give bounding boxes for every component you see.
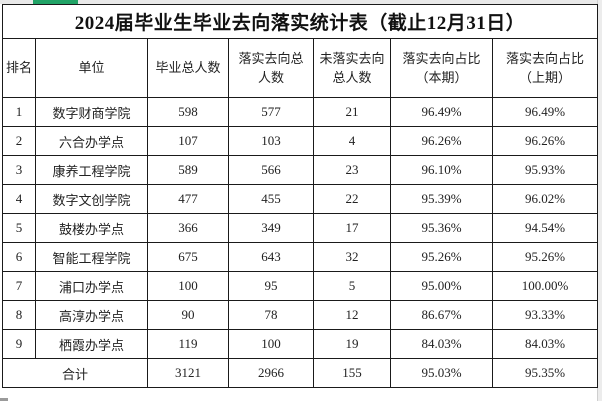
total-graduates-cell: 3121 [147,358,229,388]
placed-total-cell: 78 [228,300,314,330]
column-header-unplaced-total: 未落实去向 总人数 [313,38,391,98]
table-row: 4 数字文创学院 477 455 22 95.39% 96.02% [2,184,599,214]
unplaced-total-cell: 21 [313,97,391,127]
unplaced-total-cell: 17 [313,213,391,243]
placed-ratio-previous-cell: 94.54% [491,213,599,243]
green-accent-bar [33,0,78,4]
bottom-left-mark [0,398,8,401]
unplaced-total-cell: 32 [313,242,391,272]
rank-cell: 1 [2,97,36,127]
table-row: 7 浦口办学点 100 95 5 95.00% 100.00% [2,271,599,301]
placed-total-cell: 566 [228,155,314,185]
total-graduates-cell: 90 [147,300,229,330]
table-header-row: 排名 单位 毕业总人数 落实去向总 人数 未落实去向 总人数 落实去向占比 （本… [2,38,599,98]
total-graduates-cell: 589 [147,155,229,185]
unit-cell: 智能工程学院 [35,242,148,272]
placed-ratio-previous-cell: 96.49% [491,97,599,127]
placed-ratio-previous-cell: 93.33% [491,300,599,330]
placed-ratio-previous-cell: 95.35% [491,358,599,388]
table-total-row: 合计 3121 2966 155 95.03% 95.35% [2,358,599,388]
placed-ratio-previous-cell: 96.02% [491,184,599,214]
table-row: 1 数字财商学院 598 577 21 96.49% 96.49% [2,97,599,127]
column-header-placed-total: 落实去向总 人数 [228,38,314,98]
placed-total-cell: 349 [228,213,314,243]
unit-cell: 鼓楼办学点 [35,213,148,243]
total-graduates-cell: 100 [147,271,229,301]
placed-total-cell: 455 [228,184,314,214]
rank-cell: 5 [2,213,36,243]
unit-cell: 六合办学点 [35,126,148,156]
total-graduates-cell: 119 [147,329,229,359]
unplaced-total-cell: 12 [313,300,391,330]
unplaced-total-cell: 19 [313,329,391,359]
placed-total-cell: 2966 [228,358,314,388]
total-label-cell: 合计 [2,358,148,388]
total-graduates-cell: 366 [147,213,229,243]
rank-cell: 6 [2,242,36,272]
placed-ratio-current-cell: 84.03% [390,329,493,359]
unit-cell: 高淳办学点 [35,300,148,330]
unplaced-total-cell: 23 [313,155,391,185]
placed-ratio-current-cell: 86.67% [390,300,493,330]
column-header-placed-ratio-current: 落实去向占比 （本期） [390,38,493,98]
unit-cell: 数字文创学院 [35,184,148,214]
table-title-row: 2024届毕业生毕业去向落实统计表（截止12月31日） [1,4,599,39]
placed-ratio-previous-cell: 96.26% [491,126,599,156]
unplaced-total-cell: 4 [313,126,391,156]
unplaced-total-cell: 155 [313,358,391,388]
placed-ratio-current-cell: 95.03% [390,358,493,388]
placed-total-cell: 100 [228,329,314,359]
rank-cell: 4 [2,184,36,214]
rank-cell: 7 [2,271,36,301]
unplaced-total-cell: 5 [313,271,391,301]
placed-ratio-current-cell: 96.10% [390,155,493,185]
unit-cell: 浦口办学点 [35,271,148,301]
table-title: 2024届毕业生毕业去向落实统计表（截止12月31日） [1,4,599,39]
rank-cell: 3 [2,155,36,185]
unit-cell: 栖霞办学点 [35,329,148,359]
table-row: 6 智能工程学院 675 643 32 95.26% 95.26% [2,242,599,272]
total-graduates-cell: 477 [147,184,229,214]
placed-total-cell: 95 [228,271,314,301]
table-row: 9 栖霞办学点 119 100 19 84.03% 84.03% [2,329,599,359]
placed-ratio-current-cell: 96.26% [390,126,493,156]
placed-ratio-current-cell: 96.49% [390,97,493,127]
column-header-total-graduates: 毕业总人数 [147,38,229,98]
table-row: 3 康养工程学院 589 566 23 96.10% 95.93% [2,155,599,185]
placed-ratio-previous-cell: 95.93% [491,155,599,185]
placed-ratio-previous-cell: 95.26% [491,242,599,272]
placed-ratio-previous-cell: 84.03% [491,329,599,359]
placed-ratio-current-cell: 95.36% [390,213,493,243]
column-header-rank: 排名 [2,38,36,98]
total-graduates-cell: 107 [147,126,229,156]
placed-total-cell: 577 [228,97,314,127]
window-top-edge [0,0,602,4]
placed-ratio-current-cell: 95.26% [390,242,493,272]
rank-cell: 8 [2,300,36,330]
placed-total-cell: 643 [228,242,314,272]
column-header-unit: 单位 [35,38,148,98]
graduate-placement-table: 2024届毕业生毕业去向落实统计表（截止12月31日） 排名 单位 毕业总人数 … [1,4,599,388]
placed-ratio-current-cell: 95.00% [390,271,493,301]
rank-cell: 9 [2,329,36,359]
unit-cell: 康养工程学院 [35,155,148,185]
column-header-placed-ratio-previous: 落实去向占比 （上期） [491,38,599,98]
placed-ratio-current-cell: 95.39% [390,184,493,214]
rank-cell: 2 [2,126,36,156]
table-row: 2 六合办学点 107 103 4 96.26% 96.26% [2,126,599,156]
unit-cell: 数字财商学院 [35,97,148,127]
placed-ratio-previous-cell: 100.00% [491,271,599,301]
total-graduates-cell: 598 [147,97,229,127]
placed-total-cell: 103 [228,126,314,156]
table-row: 5 鼓楼办学点 366 349 17 95.36% 94.54% [2,213,599,243]
unplaced-total-cell: 22 [313,184,391,214]
table-row: 8 高淳办学点 90 78 12 86.67% 93.33% [2,300,599,330]
total-graduates-cell: 675 [147,242,229,272]
